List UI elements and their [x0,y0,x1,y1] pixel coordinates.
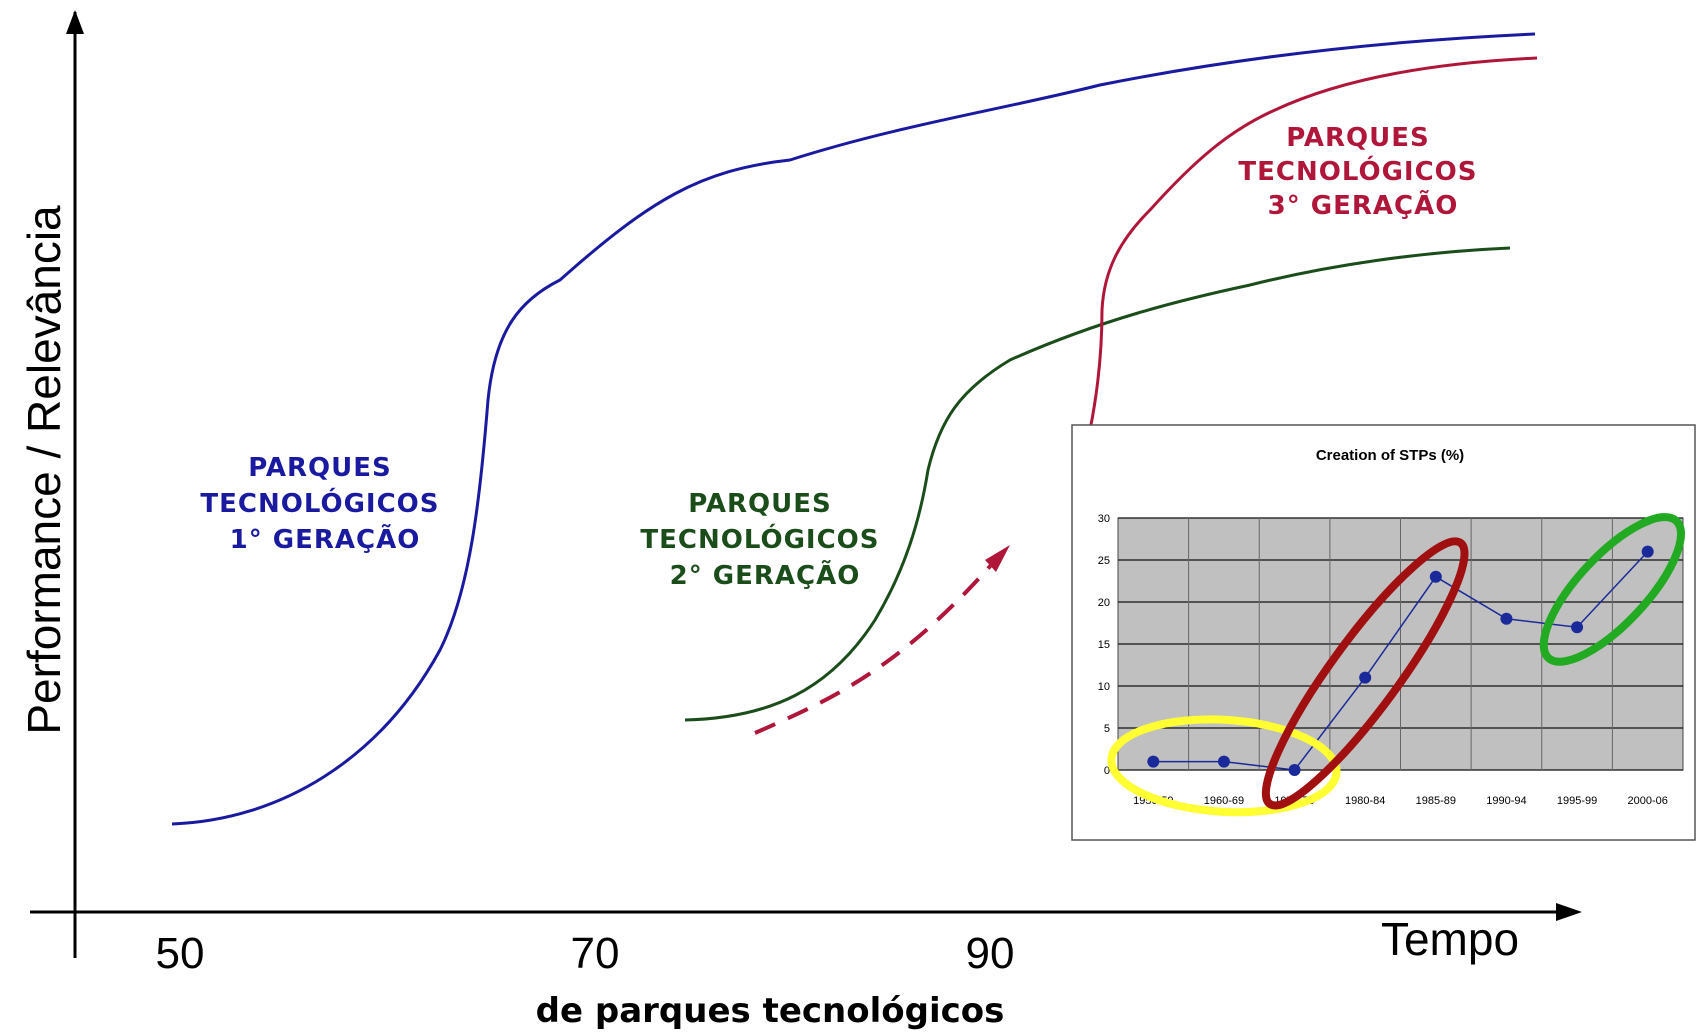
inset-y-tick-label: 30 [1098,513,1110,525]
inset-y-tick-label: 25 [1098,555,1110,567]
transition-arrow [754,553,1002,735]
inset-highlight-ellipse [1261,537,1469,810]
inset-data-point [1571,621,1584,634]
inset-data-point [1359,671,1372,684]
series-2-curve [684,246,1511,722]
inset-data-point [1429,570,1442,583]
x-tick-label: 70 [571,929,620,978]
inset-y-tick-label: 0 [1104,765,1110,777]
inset-x-tick-label: 1995-99 [1557,795,1597,807]
inset-series-line [1153,551,1649,771]
x-tick-label: 90 [966,929,1015,978]
inset-x-tick-label: 1960-69 [1204,795,1244,807]
x-axis-label: Tempo [1381,913,1519,965]
inset-x-tick-label: 1990-94 [1486,795,1526,807]
inset-y-tick-label: 5 [1104,723,1110,735]
inset-data-point [1500,612,1513,625]
inset-data-point [1641,545,1654,558]
inset-y-tick-label: 15 [1098,639,1110,651]
inset-highlight-ellipse [1107,715,1341,817]
transition-arrow-head [985,545,1010,572]
subtitle: de parques tecnológicos [536,991,1005,1031]
inset-data-point [1217,755,1230,768]
series-1-label: PARQUES TECNOLÓGICOS 1° GERAÇÃO [200,453,449,555]
inset-title: Creation of STPs (%) [1316,447,1464,464]
inset-points [1147,545,1654,776]
inset-x-tick-label: 1985-89 [1416,795,1456,807]
y-axis-label: Performance / Relevância [18,205,70,735]
inset-data-point [1288,764,1301,776]
x-tick-label: 50 [156,929,205,978]
inset-y-tick-label: 10 [1098,681,1110,693]
series-3-curve [1088,56,1538,431]
inset-y-ticks: 0 5 10 15 20 25 30 [1098,513,1110,777]
inset-x-tick-label: 2000-06 [1628,795,1668,807]
inset-x-tick-label: 1980-84 [1345,795,1385,807]
inset-y-tick-label: 20 [1098,597,1110,609]
y-axis-arrowhead [66,10,84,34]
inset-highlight-ellipse [1539,513,1686,666]
inset-highlights [1107,513,1686,817]
x-axis-arrowhead [1556,903,1582,921]
series-3-label: PARQUES TECNOLÓGICOS 3° GERAÇÃO [1238,123,1487,221]
series-2-label: PARQUES TECNOLÓGICOS 2° GERAÇÃO [640,489,889,591]
inset-data-point [1147,755,1160,768]
series-1-curve [171,32,1536,826]
